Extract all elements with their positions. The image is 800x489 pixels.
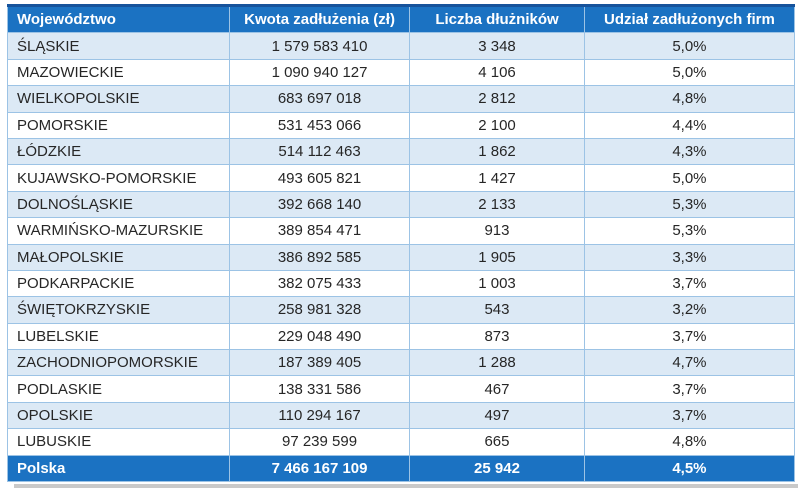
cell-amount: 138 331 586 xyxy=(228,375,411,403)
col-header-share: Udział zadłużonych firm xyxy=(583,3,796,34)
cell-debtors: 873 xyxy=(409,322,585,351)
col-header-debtors: Liczba dłużników xyxy=(409,3,585,34)
cell-share: 4,4% xyxy=(583,111,796,139)
cell-share: 5,0% xyxy=(583,58,796,87)
cell-amount: 110 294 167 xyxy=(228,401,411,430)
cell-region: ZACHODNIOPOMORSKIE xyxy=(7,349,230,377)
header-row: Województwo Kwota zadłużenia (zł) Liczba… xyxy=(7,3,796,34)
debt-table: Województwo Kwota zadłużenia (zł) Liczba… xyxy=(7,3,796,483)
cell-amount: 683 697 018 xyxy=(228,85,411,113)
table-row: PODKARPACKIE 382 075 433 1 003 3,7% xyxy=(7,269,796,298)
table-shadow xyxy=(14,484,798,488)
cell-region: ŚWIĘTOKRZYSKIE xyxy=(7,296,230,324)
cell-amount: 389 854 471 xyxy=(228,217,411,245)
table-row: MAŁOPOLSKIE 386 892 585 1 905 3,3% xyxy=(7,243,796,271)
col-header-region: Województwo xyxy=(7,3,230,34)
cell-region: LUBUSKIE xyxy=(7,428,230,456)
cell-share: 4,8% xyxy=(583,428,796,456)
cell-share: 4,8% xyxy=(583,85,796,113)
cell-amount: 386 892 585 xyxy=(228,243,411,271)
cell-region: WIELKOPOLSKIE xyxy=(7,85,230,113)
cell-amount: 531 453 066 xyxy=(228,111,411,139)
table-row: WARMIŃSKO-MAZURSKIE 389 854 471 913 5,3% xyxy=(7,217,796,245)
total-debtors: 25 942 xyxy=(409,454,585,483)
cell-debtors: 1 003 xyxy=(409,269,585,298)
cell-share: 3,7% xyxy=(583,269,796,298)
table-row: OPOLSKIE 110 294 167 497 3,7% xyxy=(7,401,796,430)
cell-region: MAZOWIECKIE xyxy=(7,58,230,87)
cell-amount: 493 605 821 xyxy=(228,164,411,192)
cell-amount: 392 668 140 xyxy=(228,190,411,219)
cell-share: 3,7% xyxy=(583,401,796,430)
cell-share: 4,7% xyxy=(583,349,796,377)
cell-share: 3,7% xyxy=(583,375,796,403)
cell-debtors: 1 427 xyxy=(409,164,585,192)
total-label: Polska xyxy=(7,454,230,483)
table-row: ŁÓDZKIE 514 112 463 1 862 4,3% xyxy=(7,137,796,166)
total-row: Polska 7 466 167 109 25 942 4,5% xyxy=(7,454,796,483)
cell-amount: 382 075 433 xyxy=(228,269,411,298)
cell-debtors: 913 xyxy=(409,217,585,245)
cell-amount: 229 048 490 xyxy=(228,322,411,351)
cell-amount: 1 090 940 127 xyxy=(228,58,411,87)
cell-region: LUBELSKIE xyxy=(7,322,230,351)
cell-debtors: 1 862 xyxy=(409,137,585,166)
cell-amount: 258 981 328 xyxy=(228,296,411,324)
cell-share: 4,3% xyxy=(583,137,796,166)
cell-region: PODKARPACKIE xyxy=(7,269,230,298)
table-row: PODLASKIE 138 331 586 467 3,7% xyxy=(7,375,796,403)
cell-debtors: 2 100 xyxy=(409,111,585,139)
cell-debtors: 665 xyxy=(409,428,585,456)
table-row: DOLNOŚLĄSKIE 392 668 140 2 133 5,3% xyxy=(7,190,796,219)
cell-debtors: 2 812 xyxy=(409,85,585,113)
cell-share: 3,3% xyxy=(583,243,796,271)
cell-share: 3,2% xyxy=(583,296,796,324)
total-share: 4,5% xyxy=(583,454,796,483)
cell-region: WARMIŃSKO-MAZURSKIE xyxy=(7,217,230,245)
table-body: ŚLĄSKIE 1 579 583 410 3 348 5,0% MAZOWIECKIE… xyxy=(7,32,796,456)
cell-region: ŁÓDZKIE xyxy=(7,137,230,166)
cell-region: OPOLSKIE xyxy=(7,401,230,430)
cell-region: POMORSKIE xyxy=(7,111,230,139)
cell-debtors: 1 905 xyxy=(409,243,585,271)
cell-debtors: 2 133 xyxy=(409,190,585,219)
cell-amount: 97 239 599 xyxy=(228,428,411,456)
cell-share: 3,7% xyxy=(583,322,796,351)
cell-share: 5,0% xyxy=(583,164,796,192)
cell-amount: 1 579 583 410 xyxy=(228,32,411,60)
table-row: MAZOWIECKIE 1 090 940 127 4 106 5,0% xyxy=(7,58,796,87)
table-row: ZACHODNIOPOMORSKIE 187 389 405 1 288 4,7% xyxy=(7,349,796,377)
cell-debtors: 1 288 xyxy=(409,349,585,377)
table-row: KUJAWSKO-POMORSKIE 493 605 821 1 427 5,0% xyxy=(7,164,796,192)
table-row: LUBELSKIE 229 048 490 873 3,7% xyxy=(7,322,796,351)
cell-amount: 187 389 405 xyxy=(228,349,411,377)
cell-region: MAŁOPOLSKIE xyxy=(7,243,230,271)
cell-region: PODLASKIE xyxy=(7,375,230,403)
cell-share: 5,0% xyxy=(583,32,796,60)
cell-share: 5,3% xyxy=(583,217,796,245)
col-header-amount: Kwota zadłużenia (zł) xyxy=(228,3,411,34)
table-row: ŚLĄSKIE 1 579 583 410 3 348 5,0% xyxy=(7,32,796,60)
total-amount: 7 466 167 109 xyxy=(228,454,411,483)
cell-region: DOLNOŚLĄSKIE xyxy=(7,190,230,219)
table-row: WIELKOPOLSKIE 683 697 018 2 812 4,8% xyxy=(7,85,796,113)
cell-region: KUJAWSKO-POMORSKIE xyxy=(7,164,230,192)
cell-debtors: 497 xyxy=(409,401,585,430)
cell-debtors: 543 xyxy=(409,296,585,324)
table-row: ŚWIĘTOKRZYSKIE 258 981 328 543 3,2% xyxy=(7,296,796,324)
cell-debtors: 4 106 xyxy=(409,58,585,87)
cell-debtors: 3 348 xyxy=(409,32,585,60)
cell-share: 5,3% xyxy=(583,190,796,219)
table-row: POMORSKIE 531 453 066 2 100 4,4% xyxy=(7,111,796,139)
table-row: LUBUSKIE 97 239 599 665 4,8% xyxy=(7,428,796,456)
cell-debtors: 467 xyxy=(409,375,585,403)
cell-region: ŚLĄSKIE xyxy=(7,32,230,60)
cell-amount: 514 112 463 xyxy=(228,137,411,166)
